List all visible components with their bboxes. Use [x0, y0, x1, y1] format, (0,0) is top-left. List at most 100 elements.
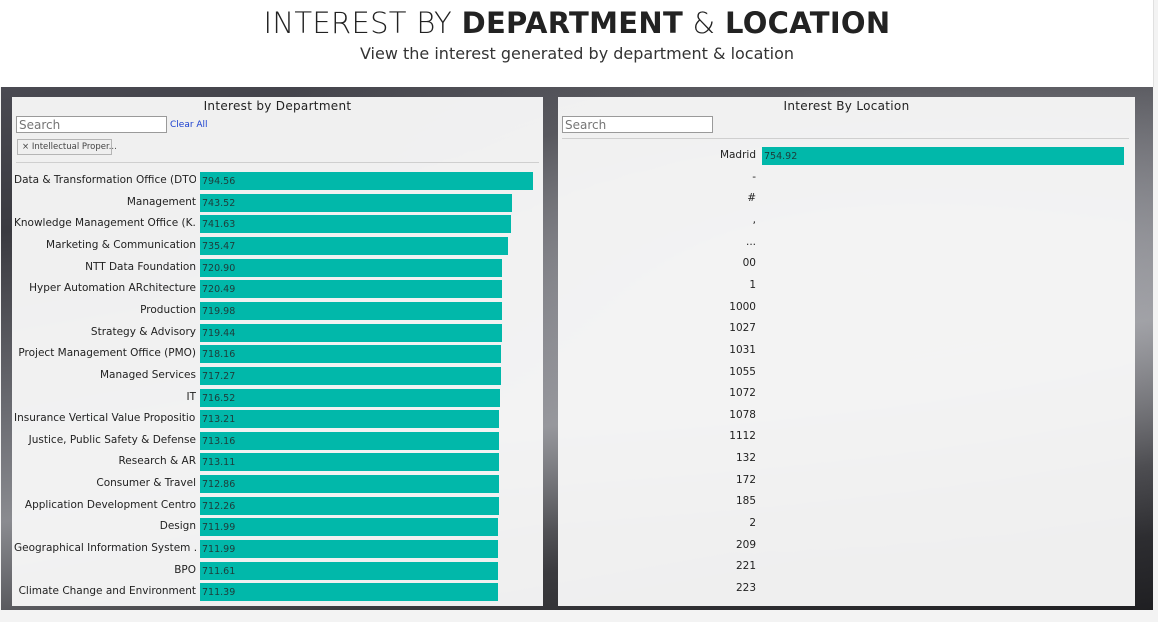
- bar-row[interactable]: 172: [558, 472, 1135, 490]
- page-title: INTEREST BY DEPARTMENT & LOCATION: [0, 6, 1154, 40]
- bar-row[interactable]: 1027: [558, 320, 1135, 338]
- bar-row[interactable]: Production 719.98: [12, 301, 543, 320]
- value-bar[interactable]: [200, 540, 499, 559]
- divider: [16, 162, 539, 163]
- bar-row[interactable]: Strategy & Advisory 719.44: [12, 323, 543, 342]
- category-label: Application Development Centro: [24, 498, 196, 511]
- category-label: #: [747, 192, 756, 205]
- bar-row[interactable]: Madrid 754.92: [558, 147, 1135, 165]
- bar-row[interactable]: NTT Data Foundation 720.90: [12, 258, 543, 277]
- value-bar[interactable]: [200, 431, 499, 450]
- department-visual-title: Interest by Department: [203, 99, 352, 113]
- value-bar[interactable]: [762, 147, 1124, 165]
- bar-row[interactable]: BPO 711.61: [12, 561, 543, 580]
- value-bar[interactable]: [200, 323, 502, 342]
- bar-row[interactable]: 1112: [558, 428, 1135, 446]
- bar-row[interactable]: Project Management Office (PMO) 718.16: [12, 345, 543, 364]
- bar-row[interactable]: Data & Transformation Office (DTO) 794.56: [12, 172, 543, 190]
- value-bar[interactable]: [200, 258, 503, 277]
- bar-row[interactable]: 221: [558, 558, 1135, 576]
- value-bar[interactable]: [200, 280, 502, 299]
- value-bar[interactable]: [200, 301, 502, 320]
- value-bar[interactable]: [200, 453, 499, 472]
- bar-row[interactable]: 1000: [558, 299, 1135, 317]
- category-label: 1: [749, 278, 756, 291]
- bar-row[interactable]: 1078: [558, 407, 1135, 425]
- bar-row[interactable]: 1031: [558, 342, 1135, 360]
- bar-row[interactable]: Consumer & Travel 712.86: [12, 475, 543, 494]
- bar-row[interactable]: Design 711.99: [12, 518, 543, 537]
- data-label: 713.16: [202, 435, 236, 447]
- bar-row[interactable]: Application Development Centro 712.26: [12, 496, 543, 515]
- bar-row[interactable]: 209: [558, 537, 1135, 555]
- category-label: Strategy & Advisory: [90, 325, 196, 338]
- category-label: 132: [735, 452, 756, 465]
- value-bar[interactable]: [200, 561, 499, 580]
- category-label: NTT Data Foundation: [85, 260, 196, 273]
- bar-row[interactable]: 1055: [558, 364, 1135, 382]
- bar-row[interactable]: Management 743.52: [12, 193, 543, 212]
- data-label: 713.21: [202, 414, 236, 426]
- location-search-input[interactable]: [562, 116, 713, 133]
- bar-row[interactable]: Knowledge Management Office (K... 741.63: [12, 215, 543, 234]
- value-bar[interactable]: [200, 518, 499, 537]
- category-label: 1055: [729, 365, 756, 378]
- bar-row[interactable]: Marketing & Communication 735.47: [12, 236, 543, 255]
- category-label: Research & AR: [118, 455, 196, 468]
- filter-chip-intellectual-property[interactable]: × Intellectual Proper...: [17, 139, 117, 155]
- data-label: 718.16: [202, 349, 236, 361]
- department-search-input[interactable]: [16, 116, 167, 133]
- value-bar[interactable]: [200, 475, 499, 494]
- bar-row[interactable]: Climate Change and Environment 711.39: [12, 583, 543, 602]
- category-label: 00: [742, 257, 756, 270]
- bar-row[interactable]: Justice, Public Safety & Defense 713.16: [12, 431, 543, 450]
- data-label: 713.11: [202, 457, 236, 469]
- bar-row[interactable]: 132: [558, 450, 1135, 468]
- category-label: Insurance Vertical Value Propositio...: [14, 412, 196, 425]
- value-bar[interactable]: [200, 193, 512, 212]
- page-subtitle: View the interest generated by departmen…: [359, 44, 795, 63]
- data-label: 741.63: [202, 219, 236, 231]
- bar-row[interactable]: 185: [558, 493, 1135, 511]
- data-label: 719.98: [202, 305, 236, 317]
- value-bar[interactable]: [200, 388, 501, 407]
- bar-row[interactable]: 2: [558, 515, 1135, 533]
- bar-row[interactable]: IT 716.52: [12, 388, 543, 407]
- bar-row[interactable]: 1072: [558, 385, 1135, 403]
- data-label: 735.47: [202, 240, 236, 252]
- bar-row[interactable]: 223: [558, 580, 1135, 598]
- bar-row[interactable]: Research & AR 713.11: [12, 453, 543, 472]
- category-label: 221: [735, 560, 756, 573]
- bar-row[interactable]: Geographical Information System ... 711.9…: [12, 540, 543, 559]
- value-bar[interactable]: [200, 496, 499, 515]
- bar-row[interactable]: -: [558, 169, 1135, 187]
- data-label: 712.86: [202, 479, 236, 491]
- value-bar[interactable]: [200, 172, 533, 190]
- category-label: 1112: [729, 430, 756, 443]
- data-label: 712.26: [202, 500, 236, 512]
- value-bar[interactable]: [200, 410, 499, 429]
- bar-row[interactable]: #: [558, 190, 1135, 208]
- value-bar[interactable]: [200, 345, 501, 364]
- bar-row[interactable]: ...: [558, 234, 1135, 252]
- divider: [562, 138, 1129, 139]
- data-label: 711.99: [202, 522, 236, 534]
- clear-all-link[interactable]: Clear All: [170, 120, 208, 130]
- value-bar[interactable]: [200, 236, 509, 255]
- category-label: 223: [735, 582, 756, 594]
- category-label: 1072: [729, 387, 756, 400]
- category-label: -: [752, 170, 756, 183]
- bar-row[interactable]: ,: [558, 212, 1135, 230]
- bar-row[interactable]: Hyper Automation ARchitecture 720.49: [12, 280, 543, 299]
- title-part-4: LOCATION: [724, 6, 891, 40]
- value-bar[interactable]: [200, 583, 499, 602]
- close-icon[interactable]: ×: [22, 142, 30, 152]
- category-label: Geographical Information System ...: [14, 542, 196, 555]
- value-bar[interactable]: [200, 215, 511, 234]
- value-bar[interactable]: [200, 366, 501, 385]
- bar-row[interactable]: Insurance Vertical Value Propositio... 71…: [12, 410, 543, 429]
- bar-row[interactable]: 00: [558, 255, 1135, 273]
- bar-row[interactable]: Managed Services 717.27: [12, 366, 543, 385]
- title-part-3: &: [683, 6, 725, 40]
- bar-row[interactable]: 1: [558, 277, 1135, 295]
